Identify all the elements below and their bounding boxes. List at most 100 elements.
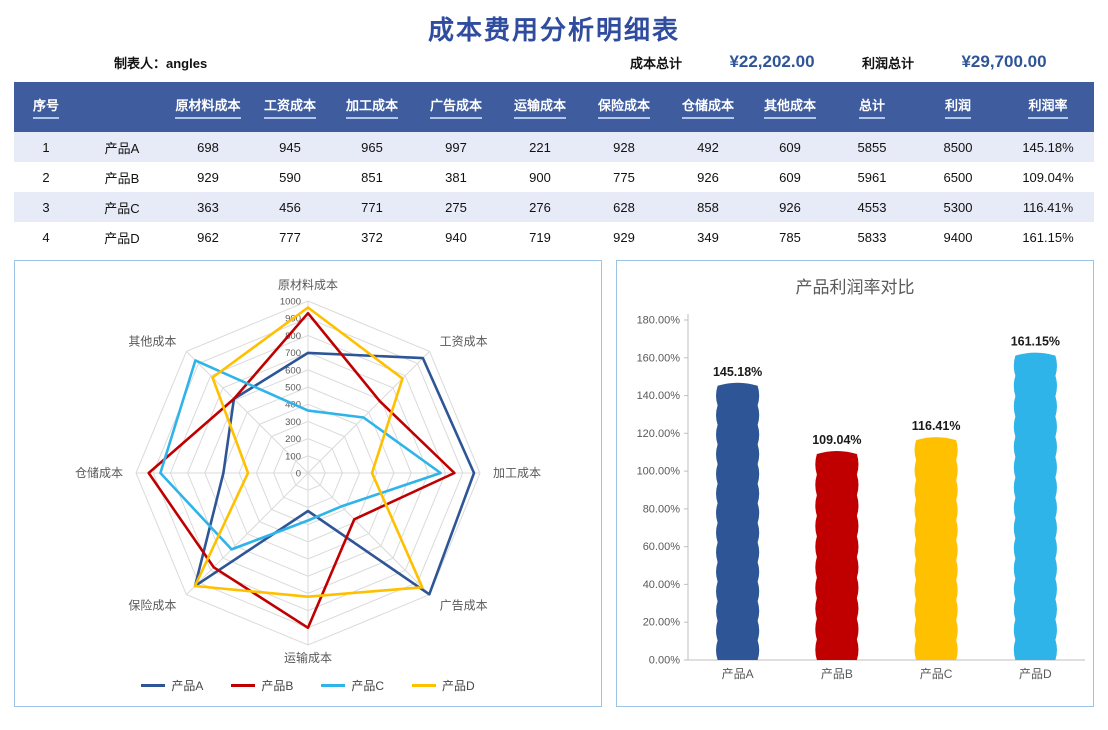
value-cell: 456 — [279, 199, 301, 215]
column-header: 工资成本 — [250, 82, 330, 132]
radar-axis-label: 广告成本 — [440, 599, 488, 613]
value-cell: 5833 — [857, 229, 887, 245]
svg-text:600: 600 — [285, 365, 301, 376]
radar-chart-panel: 0 100 200 300 400 500 600 700 800 900 1000 原材料成本 工资成… — [14, 260, 602, 707]
legend-marker-产品D — [412, 683, 437, 687]
row-number-cell: 1 — [42, 139, 50, 155]
bar-产品B — [815, 451, 859, 660]
value-cell: 929 — [613, 229, 635, 245]
bar-产品C — [914, 437, 958, 660]
bar-chart-title: 产品利润率对比 — [795, 278, 915, 297]
value-cell: 851 — [361, 169, 383, 185]
radar-series-产品D — [193, 306, 424, 599]
legend-marker-产品B — [231, 683, 256, 687]
table-row: 3 产品C 363 456 771 275 276 628 858 926 4553 5300 116.… — [14, 192, 1094, 222]
cost-total-value: ¥22,202.00 — [729, 52, 815, 71]
legend-item: 产品B — [231, 677, 293, 694]
cost-table: 序号 原材料成本 工资成本 加工成本 广告成本 运输成本 保险成本 仓储成本 其他成本 总计 利润 利… — [14, 82, 1094, 252]
header-row: 序号 原材料成本 工资成本 加工成本 广告成本 运输成本 保险成本 仓储成本 其他成本 总计 利润 利… — [14, 82, 1094, 132]
page: 成本费用分析明细表 制表人：angles 成本总计 ¥22,202.00 利润总… — [14, 15, 1094, 707]
legend-marker-产品A — [141, 683, 166, 687]
legend-label: 产品B — [261, 678, 294, 693]
legend-item: 产品A — [141, 677, 203, 694]
column-header: 利润率 — [1002, 82, 1094, 132]
bar-ytick-label: 120.00% — [637, 428, 681, 440]
value-cell: 161.15% — [1022, 229, 1074, 245]
column-header-label: 其他成本 — [763, 95, 816, 119]
row-number-cell: 3 — [42, 199, 50, 215]
column-header: 仓储成本 — [666, 82, 750, 132]
value-cell: 965 — [361, 139, 383, 155]
bar-category-label: 产品A — [722, 667, 754, 681]
column-header: 原材料成本 — [166, 82, 250, 132]
value-cell: 9400 — [943, 229, 973, 245]
bar-category-label: 产品D — [1019, 667, 1052, 681]
radar-series-产品B — [147, 311, 456, 630]
legend-marker-产品C — [321, 683, 346, 687]
bar-ytick-label: 40.00% — [643, 579, 681, 591]
cost-total-label: 成本总计 — [629, 55, 682, 71]
column-header-label: 运输成本 — [513, 95, 566, 119]
bar-ytick-label: 60.00% — [643, 541, 681, 553]
radar-axis-label: 仓储成本 — [75, 465, 123, 480]
value-cell: 6500 — [943, 169, 973, 185]
bar-axes: 0.00% 20.00% 40.00% 60.00% 80.00% 100.00% 120.… — [637, 314, 1085, 667]
radar-axis-label: 工资成本 — [440, 334, 488, 348]
radar-chart: 01002003004005006007008009001000原材料成本工资成… — [75, 278, 541, 665]
column-header-label: 原材料成本 — [175, 95, 241, 119]
legend-item: 产品D — [412, 677, 475, 694]
column-header: 序号 — [14, 82, 78, 132]
bar-ytick-label: 80.00% — [643, 503, 681, 515]
svg-text:200: 200 — [285, 434, 301, 445]
radar-grid — [135, 300, 481, 646]
value-cell: 349 — [697, 229, 719, 245]
bar-产品A — [716, 382, 760, 660]
table-row: 4 产品D 962 777 372 940 719 929 349 785 5833 9400 161.… — [14, 222, 1094, 252]
value-cell: 275 — [445, 199, 467, 215]
bar-category-label: 产品C — [920, 667, 953, 681]
value-cell: 628 — [613, 199, 635, 215]
column-header: 广告成本 — [414, 82, 498, 132]
profit-total-label: 利润总计 — [861, 55, 914, 71]
value-cell: 785 — [779, 229, 801, 245]
maker-label: 制表人：angles — [114, 55, 208, 71]
column-header: 利润 — [914, 82, 1002, 132]
value-cell: 945 — [279, 139, 301, 155]
bar-value-label: 109.04% — [812, 433, 861, 447]
svg-text:1000: 1000 — [280, 297, 301, 308]
bar-ytick-label: 180.00% — [637, 315, 681, 327]
legend-label: 产品A — [171, 678, 204, 693]
table-row: 2 产品B 929 590 851 381 900 775 926 609 5961 6500 109.… — [14, 162, 1094, 192]
value-cell: 381 — [445, 169, 467, 185]
value-cell: 5300 — [943, 199, 973, 215]
row-number-cell: 4 — [42, 229, 50, 245]
svg-text:0: 0 — [296, 469, 301, 480]
value-cell: 926 — [779, 199, 801, 215]
column-header-label: 加工成本 — [345, 95, 398, 119]
product-name-cell: 产品B — [104, 170, 140, 186]
table-row: 1 产品A 698 945 965 997 221 928 492 609 5855 8500 145.… — [14, 132, 1094, 162]
value-cell: 492 — [697, 139, 719, 155]
value-cell: 609 — [779, 169, 801, 185]
value-cell: 858 — [697, 199, 719, 215]
info-row: 制表人：angles 成本总计 ¥22,202.00 利润总计 ¥29,700.… — [14, 48, 1094, 76]
value-cell: 109.04% — [1022, 169, 1074, 185]
bar-ytick-label: 0.00% — [649, 655, 680, 667]
column-header-label: 仓储成本 — [681, 95, 734, 119]
legend-item: 产品C — [321, 677, 384, 694]
value-cell: 775 — [613, 169, 635, 185]
column-header-label: 利润率 — [1028, 95, 1068, 119]
column-header-label: 广告成本 — [429, 95, 482, 119]
bar-chart: 0.00% 20.00% 40.00% 60.00% 80.00% 100.00% 120.… — [637, 314, 1085, 681]
svg-text:100: 100 — [285, 451, 301, 462]
value-cell: 940 — [445, 229, 467, 245]
bar-ytick-label: 100.00% — [637, 466, 681, 478]
charts-row: 0 100 200 300 400 500 600 700 800 900 1000 原材料成本 工资成… — [14, 260, 1094, 707]
radar-legend: 产品A 产品B 产品C 产品D — [141, 671, 475, 699]
value-cell: 929 — [197, 169, 219, 185]
value-cell: 719 — [529, 229, 551, 245]
value-cell: 590 — [279, 169, 301, 185]
svg-text:300: 300 — [285, 417, 301, 428]
radar-axis-label: 原材料成本 — [278, 278, 338, 292]
